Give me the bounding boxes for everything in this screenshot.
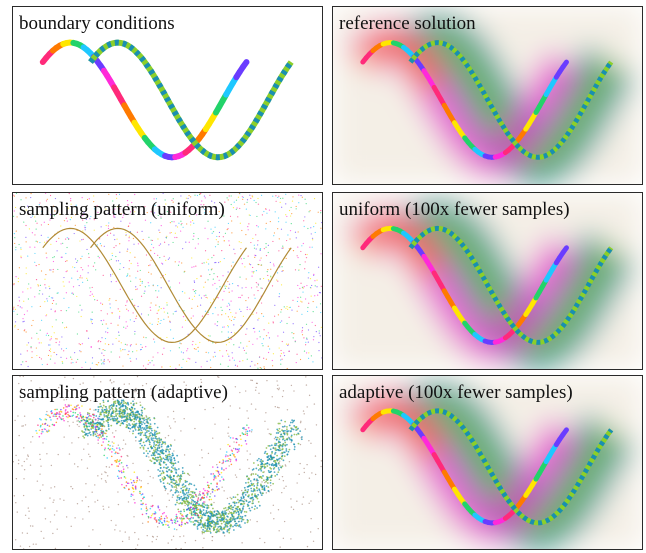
dashed-curve: [408, 408, 614, 526]
rainbow-curve: [39, 39, 250, 161]
boundary-curve: [42, 227, 247, 343]
sample-points: [13, 376, 322, 549]
panel-boundary-conditions: boundary conditions: [12, 6, 323, 185]
rainbow-curve: [360, 40, 569, 160]
panel-adaptive-solution: adaptive (100x fewer samples): [332, 375, 643, 550]
dashed-curve: [408, 225, 614, 345]
panel-sampling-adaptive: sampling pattern (adaptive): [12, 375, 323, 550]
boundary-conditions-figure: [39, 39, 294, 161]
rainbow-curve: [360, 408, 569, 526]
panel-reference-solution: reference solution: [332, 6, 643, 185]
adaptive-solution-figure: [333, 376, 642, 549]
uniform-sampling-figure: [13, 193, 322, 369]
rainbow-curve: [360, 225, 569, 345]
boundary-curve: [90, 227, 292, 343]
reference-solution-figure: [333, 7, 642, 184]
dashed-curve: [88, 39, 294, 161]
sample-points: [13, 193, 322, 369]
dashed-curve: [408, 40, 614, 160]
panel-uniform-solution: uniform (100x fewer samples): [332, 192, 643, 370]
panel-sampling-uniform: sampling pattern (uniform): [12, 192, 323, 370]
adaptive-sampling-figure: [13, 376, 322, 549]
uniform-solution-figure: [333, 193, 642, 369]
